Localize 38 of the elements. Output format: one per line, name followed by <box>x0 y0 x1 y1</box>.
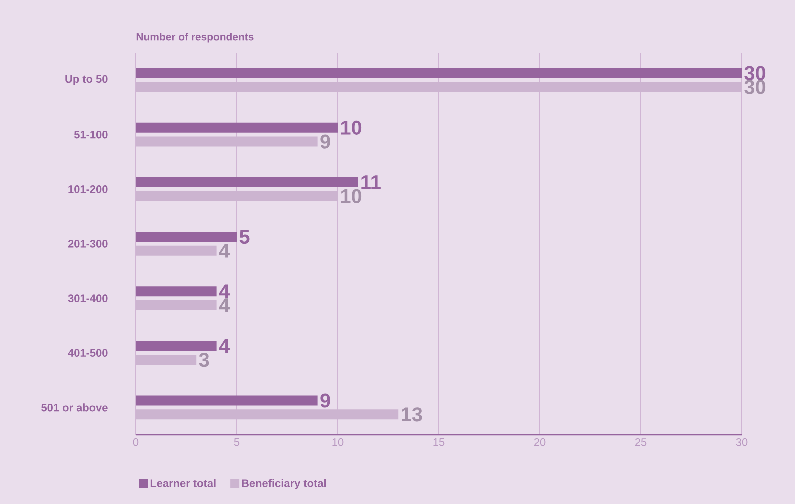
data-label: 11 <box>362 176 381 190</box>
data-label: 4 <box>219 339 230 354</box>
y-tick-label: Up to 50 <box>66 75 108 86</box>
data-label: 4 <box>219 244 230 258</box>
y-tick-label: 501 or above <box>42 404 108 412</box>
data-label: 30 <box>744 66 766 80</box>
data-label: 10 <box>341 120 362 135</box>
x-tick-label: 0 <box>133 438 139 446</box>
data-label: 9 <box>320 134 330 149</box>
data-label: 13 <box>402 408 422 422</box>
y-tick-label: 51-100 <box>74 130 108 139</box>
bar <box>136 341 217 352</box>
data-label: 9 <box>320 394 330 408</box>
data-label: 30 <box>744 80 766 94</box>
bar <box>136 68 742 78</box>
x-tick-label: 5 <box>234 438 240 446</box>
x-tick-label: 30 <box>736 438 748 446</box>
x-tick-label: 20 <box>534 438 546 446</box>
data-label: 3 <box>199 353 210 368</box>
legend-label: Beneficiary total <box>242 479 326 490</box>
x-tick-label: 10 <box>332 438 344 446</box>
bar <box>136 122 338 133</box>
y-tick-label: 401-500 <box>68 349 108 358</box>
y-tick-label: 301-400 <box>68 294 108 302</box>
bar <box>136 396 318 406</box>
y-tick-label: 201-300 <box>68 240 108 248</box>
bar <box>136 177 358 188</box>
y-tick-label: 101-200 <box>68 186 108 194</box>
data-label: 5 <box>240 230 250 244</box>
legend-label: Learner total <box>150 479 216 488</box>
x-axis-title: Number of respondents <box>136 33 254 43</box>
data-label: 4 <box>219 284 230 298</box>
data-label: 4 <box>219 298 230 312</box>
x-tick-label: 25 <box>635 438 647 446</box>
data-label: 10 <box>341 189 362 204</box>
bar <box>136 232 238 242</box>
bar <box>136 286 217 297</box>
x-tick-label: 15 <box>434 438 445 446</box>
